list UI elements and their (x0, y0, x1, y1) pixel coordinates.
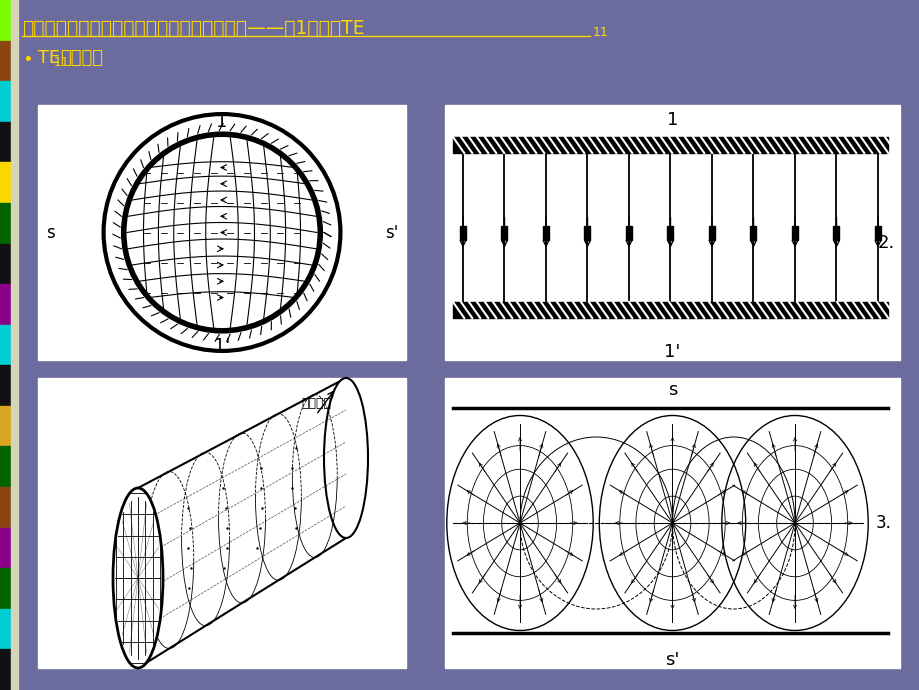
Bar (0, 121, 11, 162)
Text: 模场结构: 模场结构 (60, 49, 103, 67)
Bar (0, 446, 11, 487)
Bar (709, 226, 714, 239)
Bar (791, 226, 797, 239)
Bar (0, 609, 11, 649)
Bar (750, 226, 755, 239)
Ellipse shape (323, 378, 368, 538)
Bar (0, 365, 11, 406)
Bar (584, 226, 590, 239)
Bar (460, 226, 466, 239)
Text: 1: 1 (216, 113, 227, 131)
Bar (0, 569, 11, 609)
Bar (0, 81, 11, 121)
Bar (874, 226, 880, 239)
Bar (11, 0, 18, 690)
Text: TE: TE (32, 49, 60, 67)
Bar (501, 226, 507, 239)
Bar (0, 528, 11, 569)
Bar (0, 162, 11, 203)
Bar (667, 226, 673, 239)
Bar (542, 226, 549, 239)
Text: 1': 1' (213, 337, 230, 355)
Text: 四、圆波导中几种常用模式的场结构及其应用——（1）主模TE: 四、圆波导中几种常用模式的场结构及其应用——（1）主模TE (22, 19, 364, 37)
Bar (445, 378, 899, 668)
Bar (38, 105, 405, 360)
Bar (0, 649, 11, 690)
Text: 11: 11 (54, 55, 70, 68)
Text: 3.: 3. (875, 514, 891, 532)
Bar (833, 226, 839, 239)
Bar (0, 406, 11, 446)
Bar (0, 0, 11, 41)
Text: •: • (22, 51, 33, 69)
Ellipse shape (113, 488, 163, 668)
Text: s: s (667, 381, 676, 399)
Bar (38, 378, 405, 668)
Text: 11: 11 (593, 26, 608, 39)
Bar (0, 41, 11, 81)
Bar (445, 105, 899, 360)
Bar (0, 244, 11, 284)
Bar (0, 284, 11, 325)
Text: 1': 1' (664, 343, 680, 361)
Bar (452, 137, 887, 153)
Text: 传播方向: 传播方向 (301, 397, 331, 409)
Text: s': s' (664, 651, 679, 669)
Bar (625, 226, 631, 239)
Bar (0, 487, 11, 528)
Bar (452, 302, 887, 318)
Text: 2.: 2. (877, 233, 894, 251)
Text: 1: 1 (666, 111, 677, 129)
Bar (0, 325, 11, 365)
Text: s: s (46, 224, 55, 241)
Text: s': s' (384, 224, 398, 241)
Bar (0, 203, 11, 244)
